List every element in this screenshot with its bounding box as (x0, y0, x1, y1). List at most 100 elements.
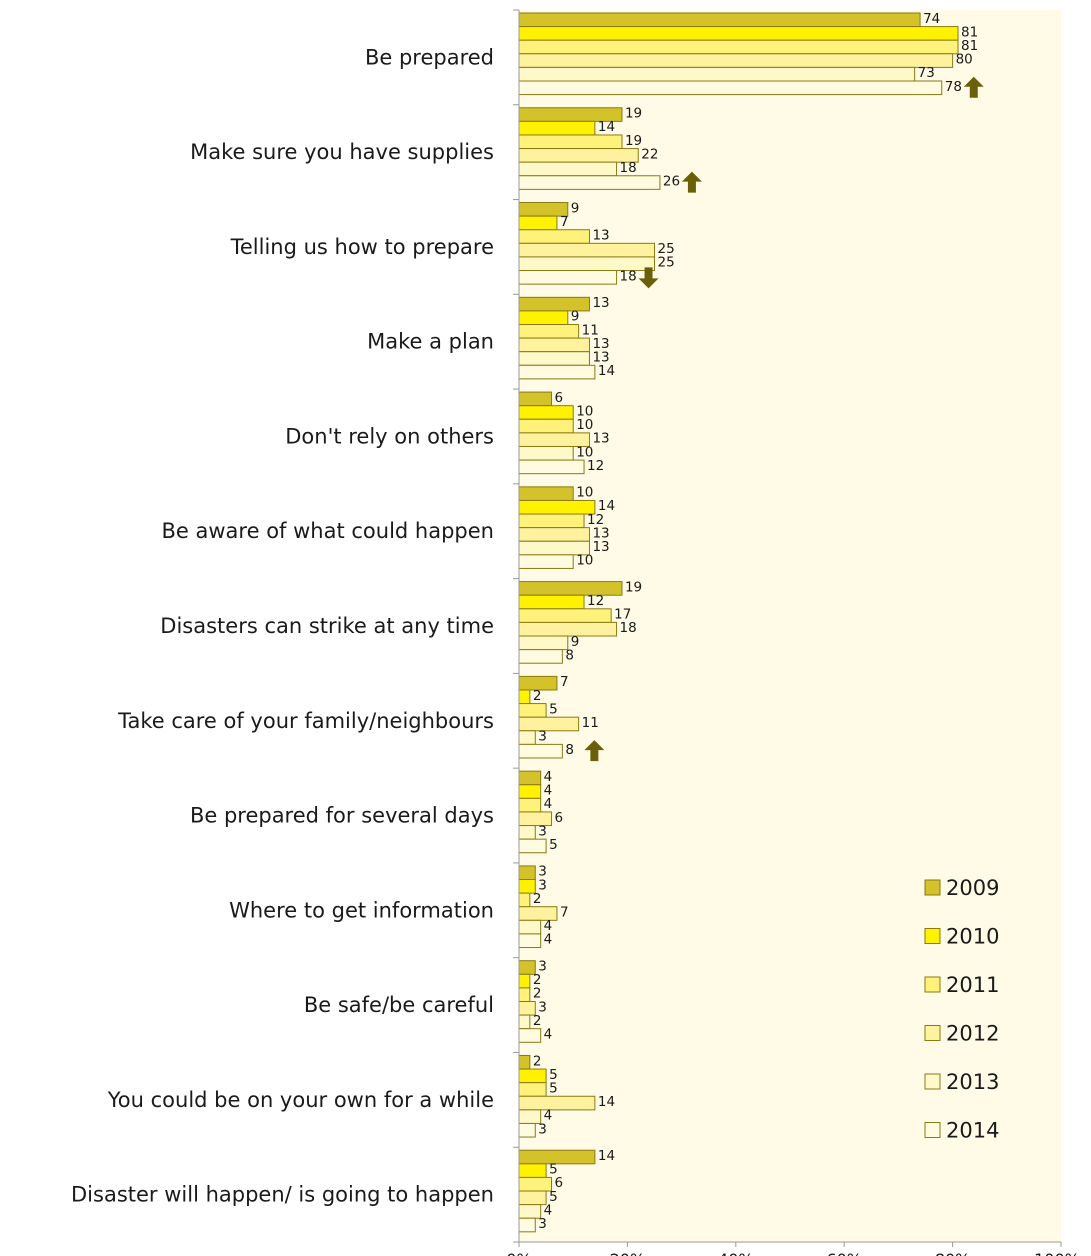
arrow-up-icon (584, 740, 605, 762)
legend-swatch-2011 (924, 976, 941, 993)
value-label: 4 (544, 796, 553, 812)
value-label: 13 (592, 336, 609, 352)
value-label: 74 (923, 11, 940, 27)
bar-2011 (518, 892, 531, 908)
legend-swatch-2012 (924, 1025, 941, 1041)
legend-label-2009: 2009 (946, 876, 999, 900)
value-label: 7 (560, 674, 569, 690)
value-label: 14 (598, 1148, 615, 1164)
value-label: 5 (549, 701, 558, 717)
legend-label-2010: 2010 (946, 925, 999, 949)
bar-2014 (518, 554, 574, 569)
bar-2013 (518, 635, 569, 651)
bar-2014 (518, 364, 596, 380)
value-label: 4 (544, 918, 553, 934)
legend-label-2013: 2013 (946, 1070, 999, 1094)
value-label: 5 (549, 1067, 558, 1083)
value-label: 3 (538, 1216, 547, 1232)
trend-arrows-layer (584, 76, 984, 762)
bar-2014 (518, 175, 661, 190)
x-tick-label: 20% (610, 1250, 646, 1256)
value-label: 9 (571, 309, 580, 325)
bar-2013 (518, 351, 590, 366)
value-label: 12 (587, 593, 604, 609)
legend: 2009 2010 2011 2012 2013 2014 (924, 876, 999, 1143)
value-label: 8 (565, 647, 574, 663)
bar-2011 (518, 513, 585, 529)
x-tick-labels-layer: 0% 20% 40% 60% 80% 100% (506, 1250, 1080, 1256)
value-label: 13 (592, 431, 609, 447)
bar-2014 (518, 459, 585, 475)
bar-2011 (518, 39, 959, 55)
value-label: 5 (549, 1162, 558, 1178)
bar-2014 (518, 80, 943, 96)
legend-swatch-2009 (924, 879, 941, 896)
value-label: 12 (587, 458, 604, 474)
value-label: 3 (538, 999, 547, 1015)
value-label: 26 (663, 174, 680, 190)
bar-2010 (518, 784, 542, 799)
value-label: 3 (538, 823, 547, 839)
value-label: 18 (620, 160, 637, 176)
value-label: 5 (549, 837, 558, 853)
value-label: 80 (956, 52, 973, 68)
x-tick-label: 80% (935, 1250, 971, 1256)
value-label: 13 (592, 350, 609, 366)
value-label: 13 (592, 525, 609, 541)
bar-2014 (518, 1028, 542, 1043)
arrow-down-icon (638, 267, 659, 289)
bar-2009 (518, 486, 574, 501)
bar-2014 (518, 1122, 536, 1138)
value-label: 19 (625, 133, 642, 149)
bar-2014 (518, 270, 618, 285)
x-tick-label: 100% (1034, 1250, 1080, 1256)
bar-2010 (518, 120, 596, 136)
category-label: You could be on your own for a while (107, 1088, 494, 1112)
value-label: 4 (544, 783, 553, 799)
value-label: 2 (533, 986, 542, 1002)
value-label: 10 (576, 444, 593, 460)
bar-2013 (518, 445, 574, 461)
value-label: 81 (961, 38, 978, 54)
value-label: 9 (571, 634, 580, 650)
legend-label-2011: 2011 (946, 973, 999, 997)
bar-2011 (518, 987, 531, 1002)
bar-2011 (518, 134, 623, 150)
category-label: Be prepared (365, 45, 494, 69)
category-label: Where to get information (229, 898, 494, 922)
value-label: 25 (658, 255, 675, 271)
value-label: 7 (560, 905, 569, 921)
bar-2013 (518, 66, 916, 82)
bar-2010 (518, 499, 596, 515)
legend-swatch-2010 (924, 928, 941, 944)
arrow-up-icon (681, 171, 702, 193)
value-labels-layer: 7481818073781914192218269713252518139111… (533, 11, 978, 1232)
category-label: Make a plan (367, 330, 494, 354)
category-label: Make sure you have supplies (190, 140, 494, 164)
value-label: 3 (538, 729, 547, 745)
bar-2012 (518, 1190, 547, 1206)
value-label: 5 (549, 1189, 558, 1205)
value-label: 2 (533, 972, 542, 988)
value-label: 2 (533, 891, 542, 907)
value-label: 81 (961, 24, 978, 40)
value-label: 18 (620, 268, 637, 284)
value-label: 4 (544, 1202, 553, 1218)
bar-2011 (518, 324, 580, 339)
value-label: 8 (565, 742, 574, 758)
category-label: Disasters can strike at any time (160, 614, 494, 638)
bar-2012 (518, 337, 590, 353)
bar-2012 (518, 242, 655, 258)
value-label: 14 (598, 119, 615, 135)
bar-2010 (518, 973, 531, 989)
value-label: 12 (587, 512, 604, 528)
value-label: 6 (555, 810, 564, 826)
value-label: 3 (538, 958, 547, 974)
value-label: 19 (625, 106, 642, 122)
value-label: 2 (533, 688, 542, 704)
category-label: Telling us how to prepare (230, 235, 494, 259)
value-label: 3 (538, 864, 547, 880)
value-label: 13 (592, 539, 609, 555)
bar-2010 (518, 26, 959, 41)
bar-2010 (518, 1163, 547, 1178)
